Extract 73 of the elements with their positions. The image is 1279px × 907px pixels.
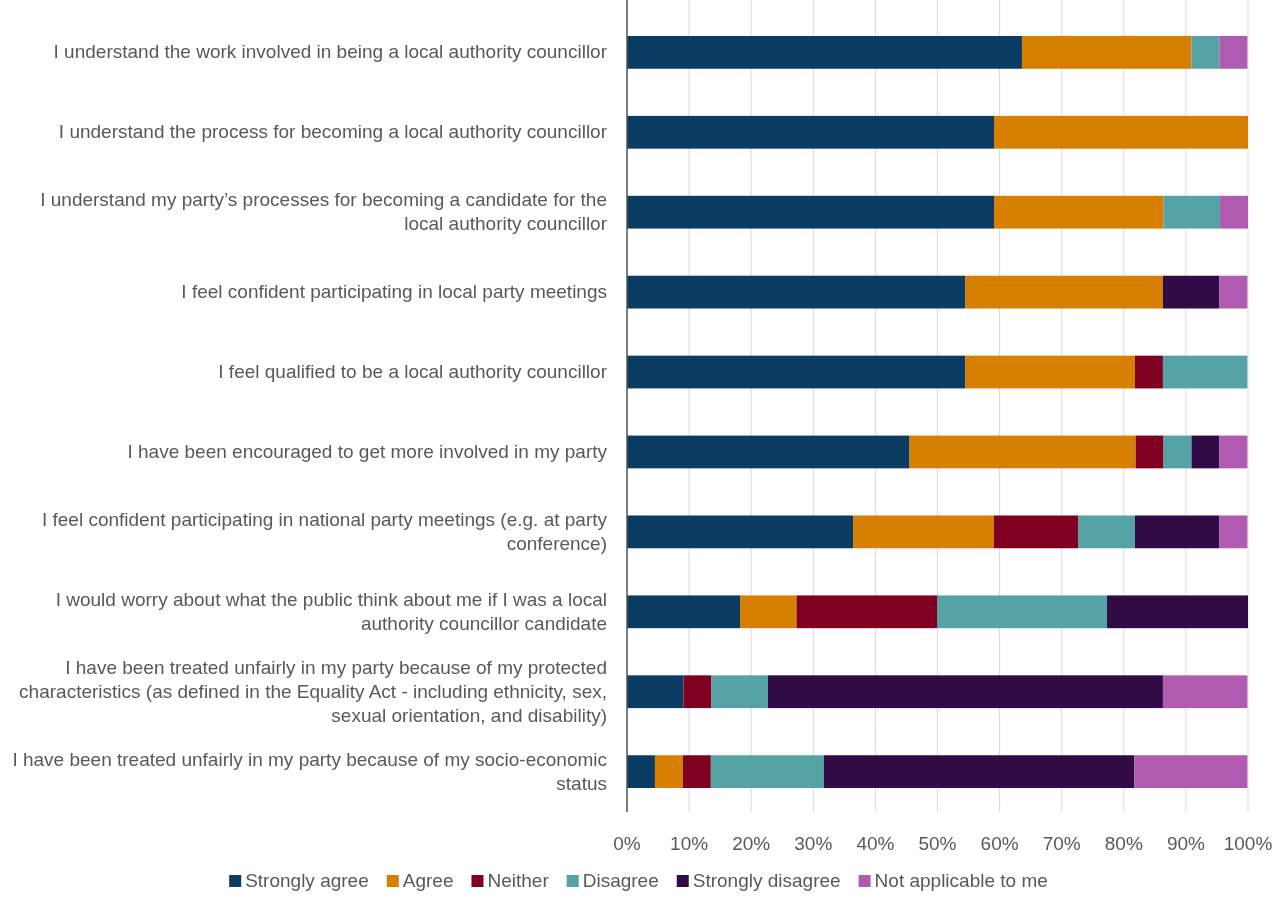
bar <box>1163 435 1192 469</box>
y-tick-label: I understand the process for becoming a local authority councillor <box>58 121 608 143</box>
y-tick-label: I feel qualified to be a local authority councillor <box>218 361 608 383</box>
x-tick-label: 20% <box>732 833 771 854</box>
x-tick-label: 0% <box>613 833 641 854</box>
y-tick-label: I have been encouraged to get more involved in my party <box>127 440 608 462</box>
bar <box>654 755 683 789</box>
x-tick-label: 70% <box>1042 833 1081 854</box>
bar <box>1078 515 1135 549</box>
bar <box>965 275 1163 309</box>
legend-label: Agree <box>402 870 454 891</box>
y-tick-label: I have been treated unfairly in my party because of my protected characteristics (as defined in the Equality Act - including ethnicity, sex, sexual orientation, and disability) <box>19 656 607 726</box>
bar <box>994 195 1164 229</box>
bar <box>627 355 966 389</box>
y-tick-label: I have been treated unfairly in my party because of my socio-economic status <box>12 748 607 794</box>
bar <box>965 355 1135 389</box>
bar <box>1107 595 1248 629</box>
bar <box>627 435 910 469</box>
bar <box>823 755 1135 789</box>
bar <box>853 515 995 549</box>
bar <box>1191 435 1220 469</box>
bar <box>682 755 711 789</box>
bar <box>627 35 1022 69</box>
bar <box>994 515 1079 549</box>
bar <box>627 275 966 309</box>
bar <box>1219 275 1248 309</box>
bar <box>1162 675 1248 709</box>
legend-label: Disagree <box>582 870 659 891</box>
bar <box>627 195 995 229</box>
x-tick-label: 60% <box>980 833 1019 854</box>
legend-label: Neither <box>487 870 550 891</box>
x-tick-label: 90% <box>1166 833 1206 854</box>
bar <box>710 755 824 789</box>
bar <box>1219 35 1248 69</box>
bar <box>1134 755 1248 789</box>
x-tick-label: 30% <box>794 833 833 854</box>
x-tick-label: 40% <box>856 833 895 854</box>
x-tick-label: 10% <box>670 833 709 854</box>
bar <box>1220 195 1248 229</box>
bar <box>711 675 768 709</box>
bar <box>1219 515 1248 549</box>
bar <box>627 115 995 149</box>
bar <box>627 515 854 549</box>
bar <box>627 595 741 629</box>
legend-label: Strongly agree <box>245 870 369 891</box>
legend-label: Strongly disagree <box>692 870 841 891</box>
bar <box>1135 435 1164 469</box>
bar <box>740 595 797 629</box>
bar <box>627 675 684 709</box>
bar <box>796 595 938 629</box>
bar <box>937 595 1108 629</box>
bar <box>683 675 712 709</box>
y-tick-label: I understand my party’s processes for becoming a candidate for the local authority councillor <box>40 189 608 235</box>
bar <box>1134 355 1163 389</box>
x-tick-label: 50% <box>918 833 957 854</box>
bar <box>1162 275 1220 309</box>
y-tick-label: I would worry about what the public think about me if I was a local authority councillor candidate <box>55 588 607 634</box>
y-tick-label: I understand the work involved in being a local authority councillor <box>53 41 608 63</box>
bar <box>767 675 1163 709</box>
y-tick-label: I feel confident participating in local party meetings <box>181 281 607 303</box>
bar <box>909 435 1136 469</box>
legend-label: Not applicable to me <box>874 870 1048 891</box>
bar <box>627 755 655 789</box>
bar <box>1191 35 1220 69</box>
x-tick-label: 100% <box>1223 833 1273 854</box>
y-tick-label: I feel confident participating in national party meetings (e.g. at party conference) <box>41 508 608 554</box>
bar <box>1021 35 1192 69</box>
bar <box>994 115 1248 149</box>
bar <box>1163 195 1221 229</box>
bar <box>1162 355 1248 389</box>
bar <box>1134 515 1220 549</box>
x-tick-label: 80% <box>1104 833 1143 854</box>
bar <box>1219 435 1248 469</box>
